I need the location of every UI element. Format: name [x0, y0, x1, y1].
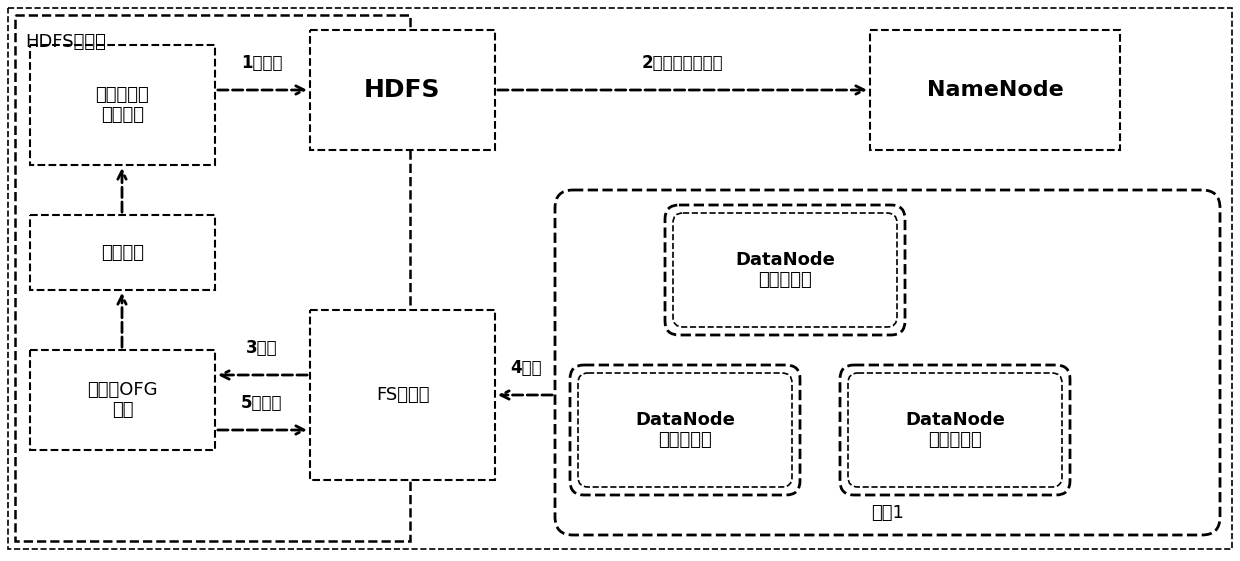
FancyBboxPatch shape	[839, 365, 1070, 495]
Bar	[30, 215, 215, 290]
Bar	[870, 30, 1120, 150]
Text: 重构算法: 重构算法	[100, 243, 144, 261]
Text: 智能电能表
误差数据: 智能电能表 误差数据	[95, 86, 149, 125]
Text: 4：读: 4：读	[510, 359, 542, 377]
FancyBboxPatch shape	[556, 190, 1220, 535]
FancyBboxPatch shape	[570, 365, 800, 495]
Text: HDFS: HDFS	[365, 78, 440, 102]
Bar	[310, 310, 495, 480]
Text: DataNode
（编码包）: DataNode （编码包）	[735, 251, 835, 289]
FancyBboxPatch shape	[673, 213, 897, 327]
Text: 喷泉码OFG
译码: 喷泉码OFG 译码	[87, 380, 157, 420]
Text: DataNode
（编码包）: DataNode （编码包）	[635, 411, 735, 449]
Text: NameNode: NameNode	[926, 80, 1064, 100]
Text: FS输入流: FS输入流	[376, 386, 429, 404]
Text: 机架1: 机架1	[870, 504, 904, 522]
FancyBboxPatch shape	[665, 205, 905, 335]
Bar	[310, 30, 495, 150]
Bar	[30, 45, 215, 165]
FancyBboxPatch shape	[848, 373, 1061, 487]
Text: HDFS客户端: HDFS客户端	[25, 33, 105, 51]
Text: 5：关闭: 5：关闭	[242, 394, 283, 412]
Text: DataNode
（编码包）: DataNode （编码包）	[905, 411, 1004, 449]
Text: 2：获取位置信息: 2：获取位置信息	[641, 54, 723, 72]
Text: 3：读: 3：读	[247, 339, 278, 357]
FancyBboxPatch shape	[578, 373, 792, 487]
Text: 1：打开: 1：打开	[242, 54, 283, 72]
Bar	[30, 350, 215, 450]
Bar	[15, 15, 410, 541]
